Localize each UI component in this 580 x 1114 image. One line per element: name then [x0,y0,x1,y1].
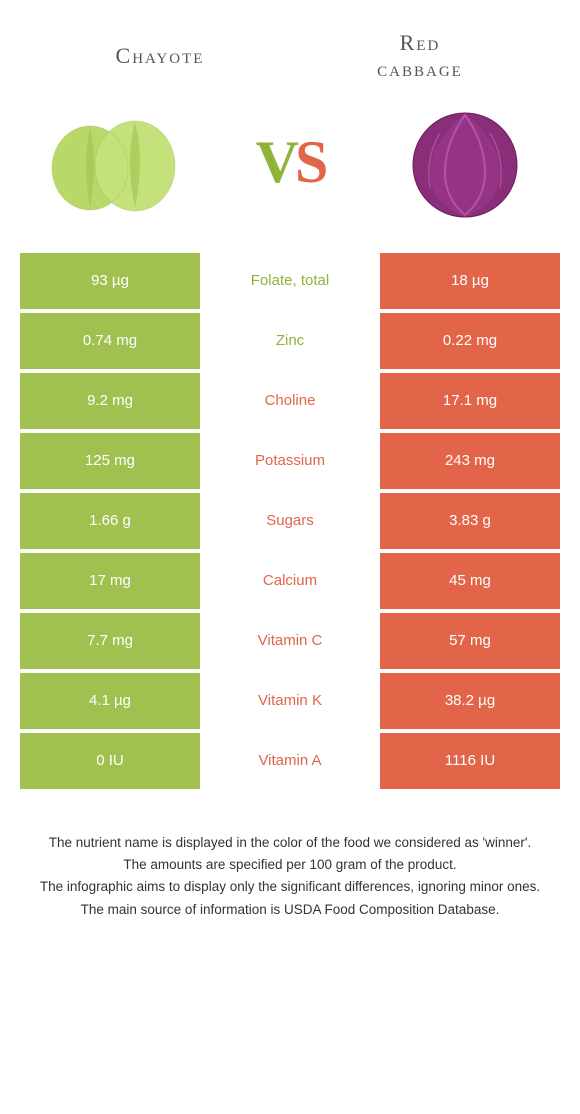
comparison-table: 93 µgFolate, total18 µg0.74 mgZinc0.22 m… [0,253,580,789]
table-row: 0 IUVitamin A1116 IU [20,733,560,789]
food2-title: Red cabbage [290,30,550,83]
right-value: 57 mg [380,613,560,669]
table-row: 1.66 gSugars3.83 g [20,493,560,549]
left-value: 0.74 mg [20,313,200,369]
nutrient-label: Vitamin K [200,673,380,729]
footer-notes: The nutrient name is displayed in the co… [0,793,580,942]
nutrient-label: Zinc [200,313,380,369]
table-row: 17 mgCalcium45 mg [20,553,560,609]
nutrient-label: Calcium [200,553,380,609]
nutrient-label: Vitamin A [200,733,380,789]
table-row: 125 mgPotassium243 mg [20,433,560,489]
nutrient-label: Sugars [200,493,380,549]
left-value: 17 mg [20,553,200,609]
nutrient-label: Potassium [200,433,380,489]
table-row: 93 µgFolate, total18 µg [20,253,560,309]
vs-label: VS [256,128,325,197]
right-value: 3.83 g [380,493,560,549]
footer-line: The infographic aims to display only the… [20,877,560,897]
footer-line: The amounts are specified per 100 gram o… [20,855,560,875]
right-value: 17.1 mg [380,373,560,429]
left-value: 125 mg [20,433,200,489]
header: Chayote Red cabbage [0,0,580,93]
table-row: 4.1 µgVitamin K38.2 µg [20,673,560,729]
chayote-image [40,103,190,223]
left-value: 0 IU [20,733,200,789]
nutrient-label: Folate, total [200,253,380,309]
left-value: 7.7 mg [20,613,200,669]
table-row: 9.2 mgCholine17.1 mg [20,373,560,429]
footer-line: The main source of information is USDA F… [20,900,560,920]
right-value: 0.22 mg [380,313,560,369]
left-value: 93 µg [20,253,200,309]
nutrient-label: Vitamin C [200,613,380,669]
right-value: 18 µg [380,253,560,309]
right-value: 38.2 µg [380,673,560,729]
images-row: VS [0,93,580,253]
food1-title: Chayote [30,43,290,69]
nutrient-label: Choline [200,373,380,429]
right-value: 45 mg [380,553,560,609]
red-cabbage-image [390,103,540,223]
footer-line: The nutrient name is displayed in the co… [20,833,560,853]
right-value: 1116 IU [380,733,560,789]
left-value: 1.66 g [20,493,200,549]
left-value: 4.1 µg [20,673,200,729]
left-value: 9.2 mg [20,373,200,429]
table-row: 0.74 mgZinc0.22 mg [20,313,560,369]
table-row: 7.7 mgVitamin C57 mg [20,613,560,669]
infographic: Chayote Red cabbage VS [0,0,580,942]
right-value: 243 mg [380,433,560,489]
